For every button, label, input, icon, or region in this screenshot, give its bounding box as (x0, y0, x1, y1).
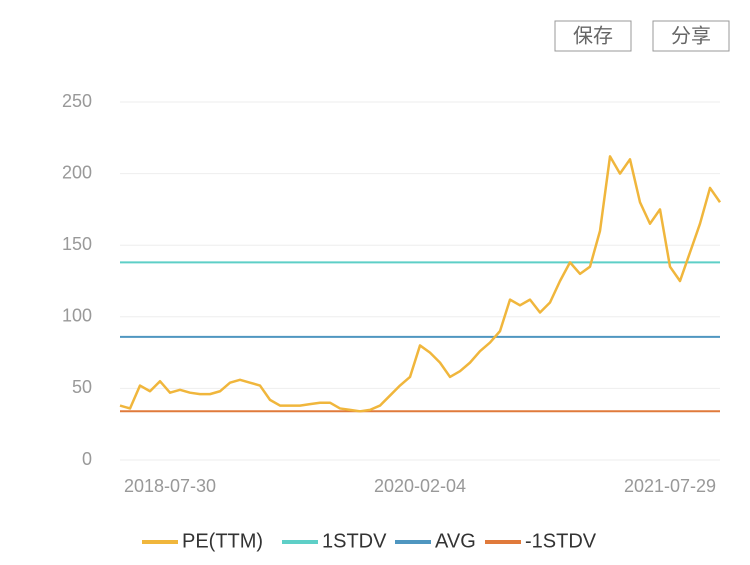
legend-label: PE(TTM) (182, 530, 263, 552)
share-button[interactable] (652, 20, 730, 52)
save-label[interactable]: 保存 (573, 24, 613, 47)
y-tick-label: 200 (62, 162, 92, 182)
legend-label: 1STDV (322, 530, 387, 552)
x-tick-label: 2018-07-30 (124, 476, 216, 496)
y-tick-label: 250 (62, 91, 92, 111)
legend-label: -1STDV (525, 530, 597, 552)
legend-label: AVG (435, 530, 476, 552)
share-label[interactable]: 分享 (671, 24, 711, 47)
y-tick-label: 150 (62, 234, 92, 254)
x-tick-label: 2020-02-04 (374, 476, 466, 496)
pe-line (119, 155, 722, 413)
y-tick-label: 0 (82, 449, 92, 469)
x-tick-label: 2021-07-29 (624, 476, 716, 496)
save-button[interactable] (554, 20, 632, 52)
y-tick-label: 100 (62, 306, 92, 326)
y-tick-label: 50 (72, 377, 92, 397)
